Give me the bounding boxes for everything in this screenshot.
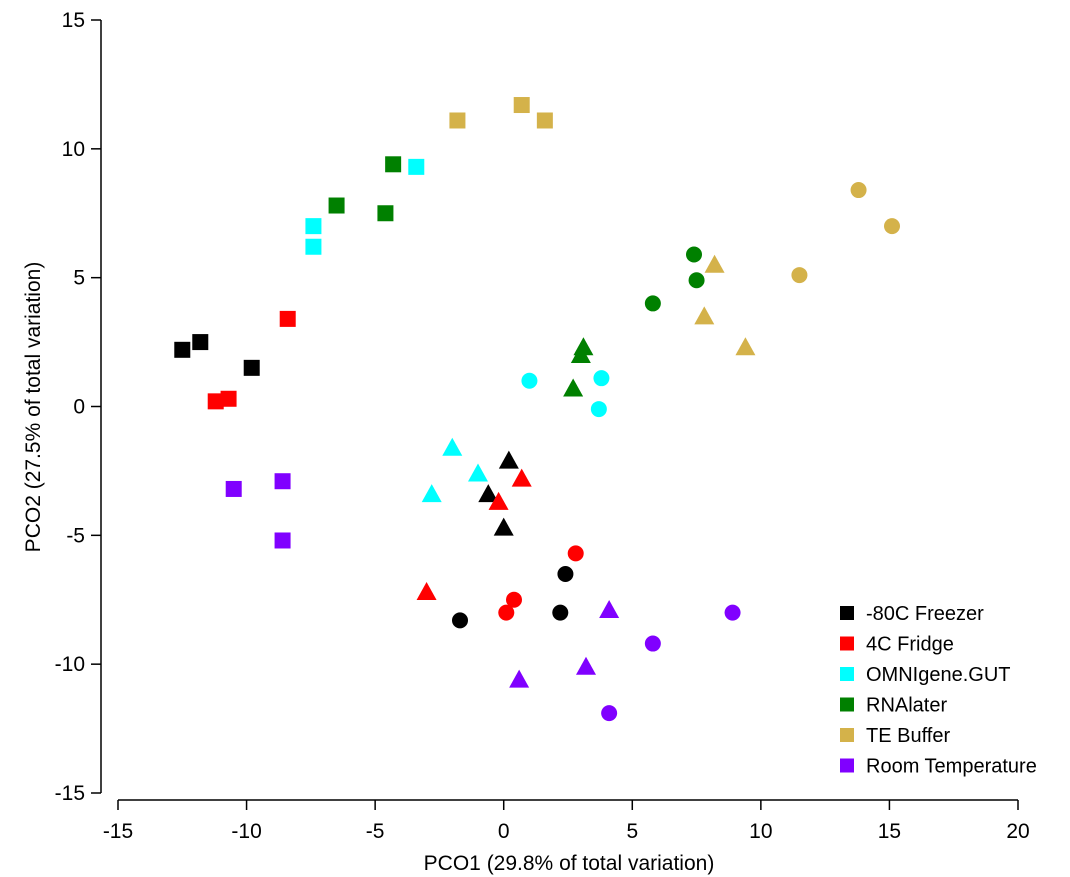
- x-axis-title: PCO1 (29.8% of total variation): [424, 852, 715, 875]
- legend-swatch: [840, 606, 854, 620]
- legend-label: 4C Fridge: [866, 634, 954, 656]
- data-point-circle: [557, 565, 574, 582]
- y-tick-label: 10: [62, 138, 85, 161]
- data-point-square: [377, 205, 394, 222]
- x-tick-label: -15: [103, 820, 133, 843]
- data-point-triangle: [735, 337, 756, 356]
- data-point-triangle: [576, 656, 596, 675]
- data-point-square: [408, 158, 425, 175]
- legend-label: Room Temperature: [866, 756, 1037, 778]
- ticks: -15 -10 -5 0 5 10 15 20 -15 -10 -5 0 5 10 15: [55, 9, 1030, 843]
- data-point-circle: [601, 705, 618, 722]
- data-point-square: [449, 112, 466, 129]
- y-tick-label: -10: [55, 653, 85, 676]
- data-point-square: [513, 97, 530, 114]
- y-tick-label: 0: [73, 396, 85, 419]
- legend-swatch: [840, 758, 854, 773]
- data-point-square: [220, 390, 237, 407]
- data-point-triangle: [599, 600, 620, 619]
- data-point-circle: [850, 182, 867, 199]
- data-point-triangle: [704, 254, 725, 273]
- data-point-square: [536, 112, 553, 129]
- data-point-triangle: [416, 582, 437, 601]
- data-point-square: [274, 473, 291, 490]
- data-point-square: [274, 532, 291, 549]
- data-point-circle: [590, 401, 607, 418]
- y-tick-label: -15: [55, 782, 85, 805]
- x-tick-label: -10: [231, 820, 261, 843]
- data-point-circle: [567, 545, 584, 562]
- y-tick-label: 15: [62, 9, 85, 32]
- data-point-circle: [452, 612, 468, 629]
- data-point-circle: [506, 591, 522, 608]
- x-tick-label: 10: [749, 820, 772, 843]
- legend-label: OMNIgene.GUT: [866, 664, 1010, 686]
- data-point-triangle: [570, 344, 591, 363]
- data-point-triangle: [511, 468, 532, 487]
- legend-label: RNAlater: [866, 695, 947, 717]
- data-point-square: [385, 156, 402, 173]
- data-point-square: [207, 393, 224, 410]
- legend-label: TE Buffer: [866, 725, 950, 747]
- x-tick-label: -5: [366, 820, 385, 843]
- data-point-triangle: [421, 484, 442, 503]
- data-point-triangle: [563, 378, 584, 397]
- data-point-circle: [644, 295, 661, 312]
- data-point-triangle: [468, 463, 488, 482]
- data-point-circle: [498, 604, 515, 621]
- data-point-square: [305, 218, 322, 235]
- legend-swatch: [840, 636, 854, 651]
- data-point-triangle: [694, 306, 715, 325]
- data-point-circle: [688, 272, 705, 289]
- data-point-triangle: [478, 484, 499, 503]
- x-tick-label: 20: [1006, 820, 1029, 843]
- data-point-triangle: [498, 450, 519, 469]
- data-point-square: [328, 197, 345, 214]
- y-tick-label: -5: [66, 524, 85, 547]
- legend-swatch: [840, 697, 854, 712]
- data-point-square: [225, 480, 242, 497]
- legend-swatch: [840, 728, 854, 742]
- data-point-square: [305, 238, 322, 255]
- data-point-circle: [552, 604, 569, 621]
- data-point-square: [243, 359, 260, 376]
- data-point-square: [279, 310, 296, 327]
- data-point-triangle: [488, 491, 509, 510]
- x-tick-label: 15: [878, 820, 901, 843]
- data-point-circle: [686, 246, 702, 263]
- data-point-triangle: [442, 437, 463, 456]
- legend-label: -80C Freezer: [866, 603, 984, 625]
- data-point-circle: [593, 370, 610, 387]
- x-tick-label: 5: [626, 820, 638, 843]
- data-point-circle: [791, 267, 808, 284]
- y-tick-label: 5: [73, 267, 85, 290]
- legend: -80C Freezer 4C Fridge OMNIgene.GUT RNAlate…: [840, 603, 1037, 778]
- data-point-triangle: [509, 669, 530, 688]
- data-point-square: [174, 341, 191, 358]
- data-point-circle: [521, 372, 538, 389]
- x-tick-label: 0: [498, 820, 510, 843]
- data-point-circle: [884, 218, 900, 235]
- data-point-square: [192, 334, 209, 351]
- legend-swatch: [840, 667, 854, 681]
- data-points: [174, 97, 900, 722]
- y-axis-title: PCO2 (27.5% of total variation): [22, 262, 45, 553]
- data-point-circle: [724, 604, 741, 621]
- data-point-circle: [644, 635, 661, 652]
- data-point-triangle: [493, 517, 514, 536]
